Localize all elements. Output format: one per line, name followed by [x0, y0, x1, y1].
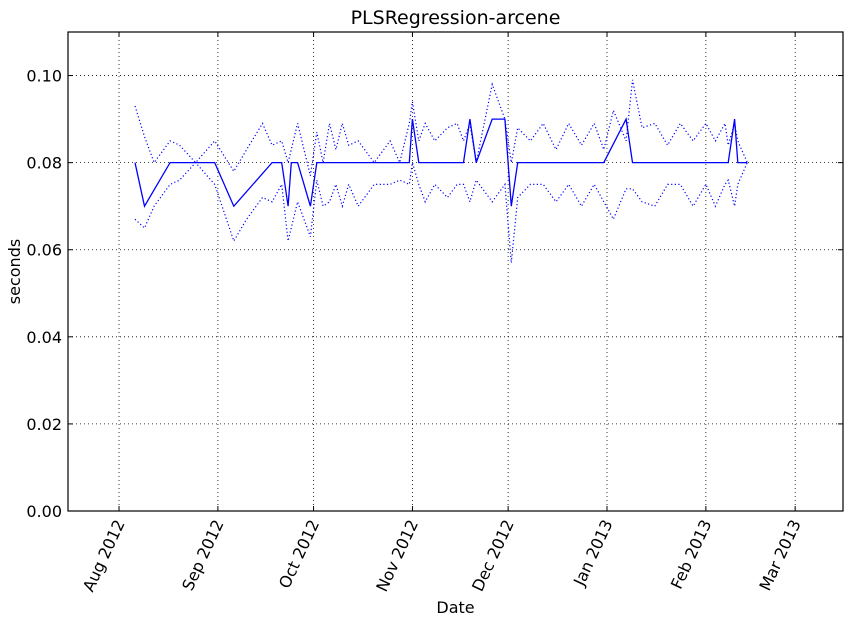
x-tick-label: Mar 2013	[755, 517, 804, 594]
x-axis-label: Date	[436, 598, 474, 617]
y-tick-label: 0.02	[26, 415, 62, 434]
x-tick-label: Dec 2012	[468, 517, 518, 595]
x-tick-label: Feb 2013	[667, 517, 716, 592]
series-upper-line	[134, 79, 748, 176]
grid	[68, 32, 843, 511]
y-tick-label: 0.08	[26, 154, 62, 173]
y-axis-label: seconds	[5, 239, 24, 304]
chart-title: PLSRegression-arcene	[351, 7, 561, 29]
plot-frame	[67, 31, 844, 512]
x-tick-label: Oct 2012	[275, 517, 323, 592]
x-tick-label: Nov 2012	[372, 517, 422, 595]
x-tick-label: Aug 2012	[79, 517, 129, 595]
y-tick-label: 0.04	[26, 328, 62, 347]
y-tick-label: 0.06	[26, 241, 62, 260]
ticks: 0.00 0.02 0.04 0.06 0.08 0.10 Aug 2012 Sep 2012…	[26, 32, 843, 595]
y-tick-label: 0.10	[26, 67, 62, 86]
series-mean-line	[134, 116, 748, 208]
x-tick-label: Sep 2012	[178, 517, 227, 594]
series-lower-line	[134, 161, 748, 263]
series-group	[134, 79, 748, 263]
x-tick-label: Jan 2013	[569, 517, 616, 590]
y-tick-label: 0.00	[26, 502, 62, 521]
